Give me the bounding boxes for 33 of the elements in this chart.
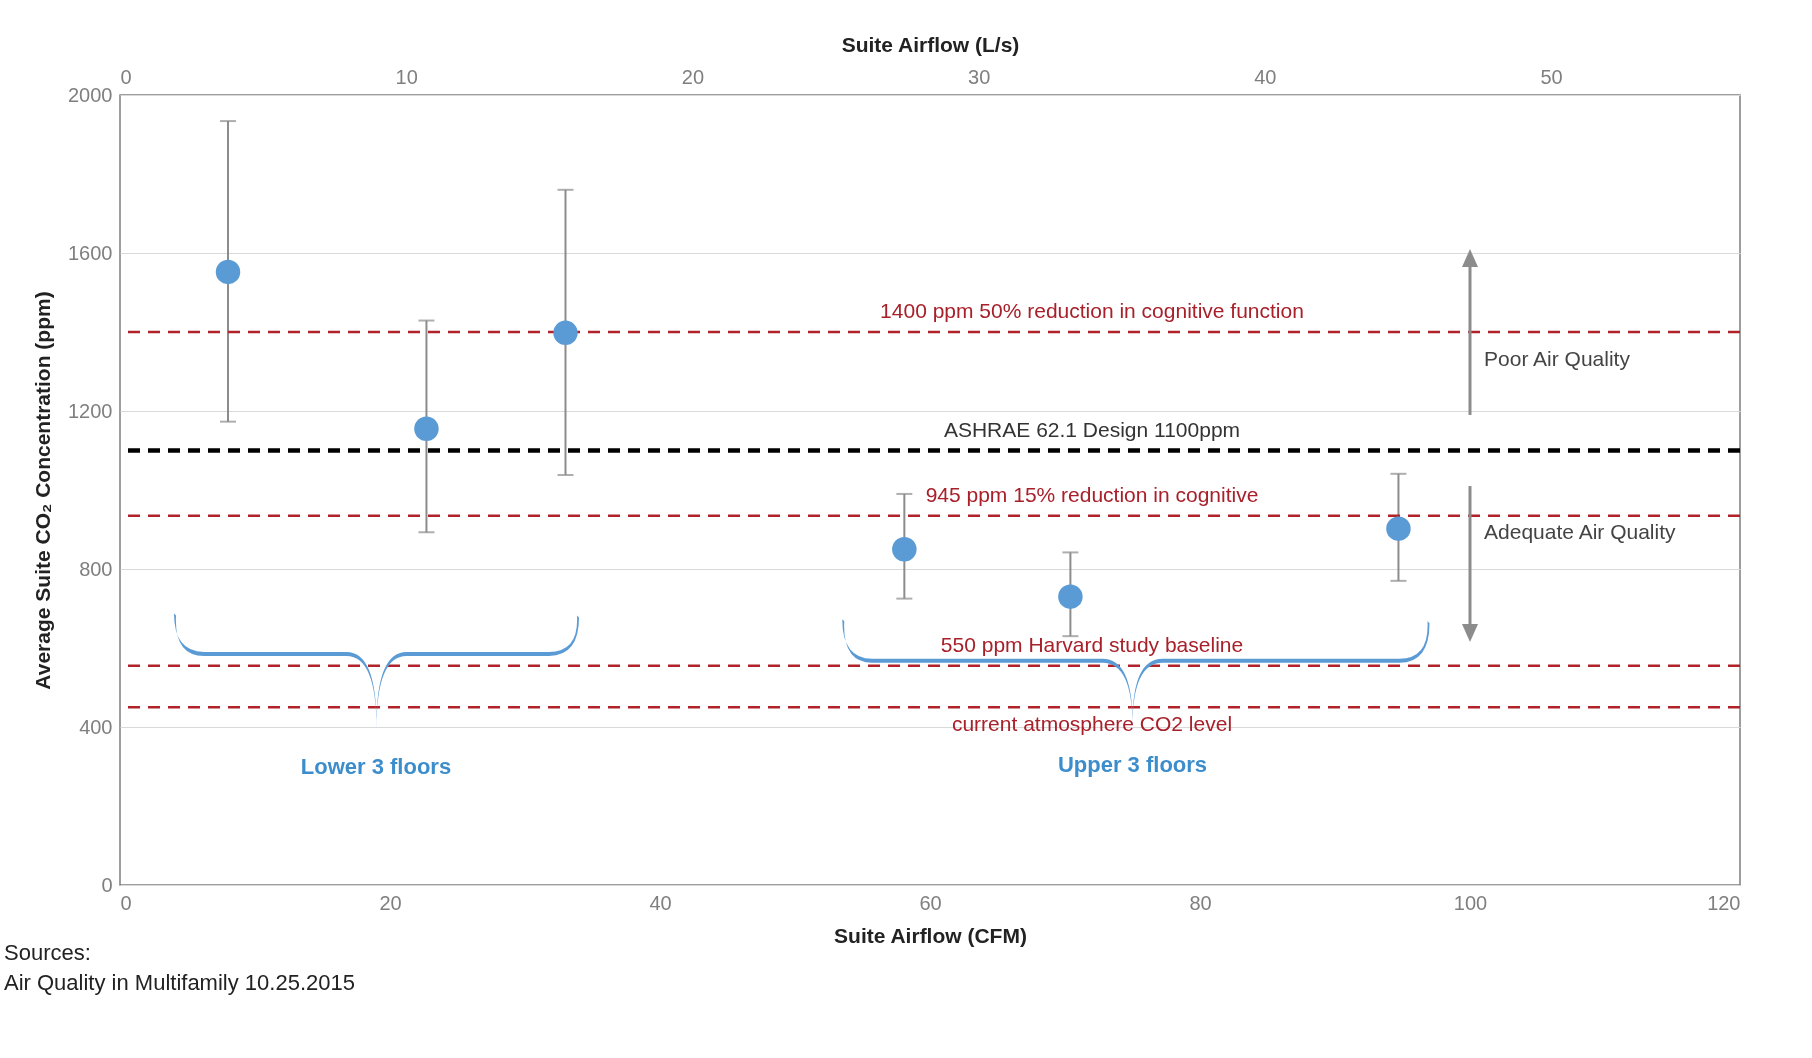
x2-tick-label: 30: [968, 65, 991, 88]
x2-tick-label: 10: [395, 65, 418, 88]
annotation: Adequate Air Quality: [1484, 520, 1676, 544]
y-tick-label: 400: [79, 715, 113, 738]
x-tick-label: 20: [379, 891, 402, 914]
x-tick-label: 40: [649, 891, 672, 914]
annotation: Upper 3 floors: [1057, 751, 1208, 777]
y-tick-label: 800: [79, 557, 113, 580]
source-note: Sources:: [4, 940, 91, 965]
y-tick-label: 2000: [68, 83, 113, 106]
ref-line-label: 550 ppm Harvard study baseline: [940, 632, 1244, 656]
y-tick-label: 1600: [68, 241, 113, 264]
x-tick-label: 0: [120, 891, 132, 914]
x-tick-label: 100: [1453, 891, 1488, 914]
x-axis-title: Suite Airflow (CFM): [834, 923, 1027, 947]
ref-line-label: 1400 ppm 50% reduction in cognitive function: [880, 299, 1304, 322]
x2-axis-title: Suite Airflow (L/s): [841, 32, 1020, 56]
ref-line-label: current atmosphere CO2 level: [951, 712, 1233, 736]
text: Air Quality in Multifamily 10.25.2015: [4, 970, 355, 995]
y-axis-title: Average Suite CO₂ Concentration (ppm): [31, 291, 55, 690]
annotation: Poor Air Quality: [1484, 346, 1631, 370]
ref-line-label: 945 ppm 15% reduction in cognitive: [925, 482, 1259, 506]
x-tick-label: 80: [1189, 891, 1212, 914]
x2-tick-label: 0: [120, 65, 132, 88]
annotation: Lower 3 floors: [300, 753, 452, 779]
x2-tick-label: 40: [1254, 65, 1277, 88]
x2-tick-label: 50: [1540, 65, 1563, 88]
x2-tick-label: 20: [681, 65, 705, 88]
ref-line-label: ASHRAE 62.1 Design 1100ppm: [943, 417, 1241, 441]
x-tick-label: 60: [919, 891, 942, 914]
y-tick-label: 1200: [68, 399, 113, 422]
x-tick-label: 120: [1707, 891, 1741, 914]
y-tick-label: 0: [101, 873, 113, 896]
